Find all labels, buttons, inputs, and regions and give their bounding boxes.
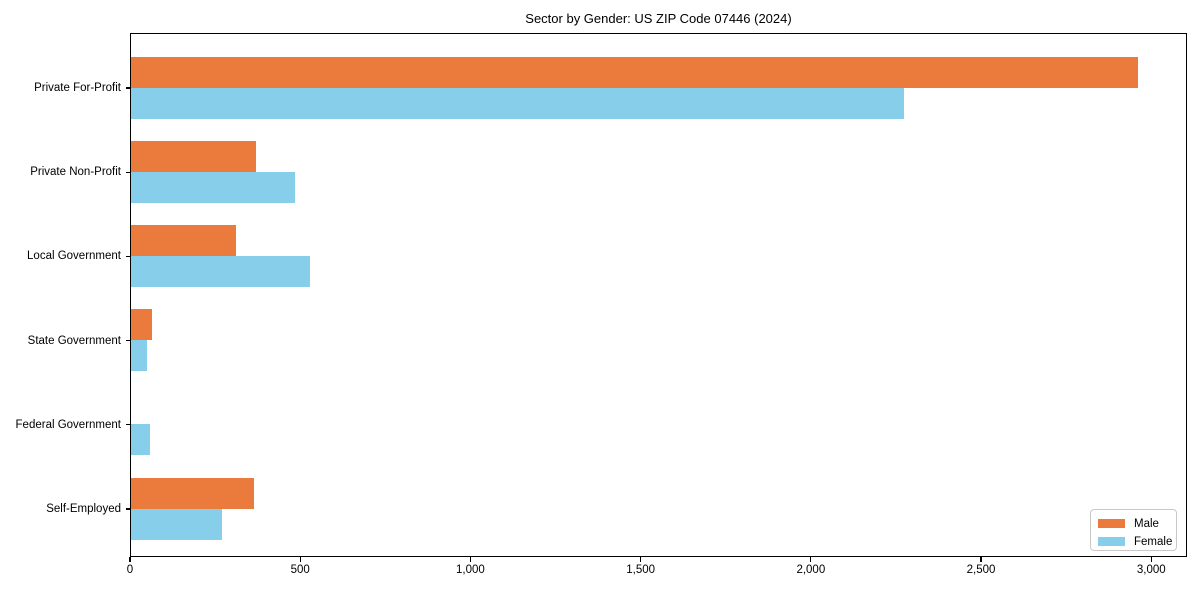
- bar-male-self-employed: [131, 477, 254, 509]
- bar-female-private-for-profit: [131, 87, 905, 119]
- x-tick-3-000: [1150, 557, 1152, 562]
- x-tick-2-000: [810, 557, 812, 562]
- x-axis-label-500: 500: [290, 564, 310, 576]
- x-tick-0: [129, 557, 131, 562]
- bar-male-private-non-profit: [131, 140, 257, 172]
- bar-female-private-non-profit: [131, 171, 296, 203]
- legend-swatch-female: [1098, 536, 1125, 547]
- y-tick-private-non-profit: [126, 171, 130, 173]
- legend-swatch-male: [1098, 518, 1125, 529]
- chart-title: Sector by Gender: US ZIP Code 07446 (202…: [525, 11, 792, 26]
- y-axis-label-local-government: Local Government: [27, 250, 121, 263]
- x-tick-2-500: [980, 557, 982, 562]
- bar-male-local-government: [131, 225, 237, 256]
- x-axis-label-2-500: 2,500: [966, 564, 996, 576]
- x-axis-label-2-000: 2,000: [796, 564, 826, 576]
- y-tick-state-government: [126, 340, 130, 342]
- y-tick-private-for-profit: [126, 87, 130, 89]
- y-tick-federal-government: [126, 424, 130, 426]
- x-tick-500: [299, 557, 301, 562]
- bar-female-local-government: [131, 256, 310, 287]
- x-axis-label-1-500: 1,500: [626, 564, 656, 576]
- y-axis-label-state-government: State Government: [27, 334, 121, 347]
- y-axis-label-private-for-profit: Private For-Profit: [34, 82, 121, 94]
- x-tick-1-000: [469, 557, 471, 562]
- legend-label-female: Female: [1134, 535, 1173, 548]
- legend: Male Female: [1090, 509, 1177, 551]
- bar-female-self-employed: [131, 508, 222, 540]
- y-axis-label-self-employed: Self-Employed: [46, 503, 121, 515]
- bar-female-federal-government: [131, 424, 150, 456]
- y-tick-local-government: [126, 255, 130, 257]
- x-axis-label-1-000: 1,000: [456, 564, 485, 576]
- bar-male-state-government: [131, 309, 152, 341]
- bar-male-private-for-profit: [131, 56, 1138, 88]
- x-axis-label-3-000: 3,000: [1136, 564, 1166, 576]
- legend-item-male: Male: [1098, 516, 1176, 531]
- x-axis-label-0: 0: [126, 564, 134, 576]
- plot-area: Male Female: [130, 33, 1187, 557]
- legend-label-male: Male: [1134, 517, 1159, 530]
- y-axis-label-federal-government: Federal Government: [15, 418, 121, 431]
- legend-item-female: Female: [1098, 534, 1176, 549]
- y-axis-label-private-non-profit: Private Non-Profit: [30, 166, 121, 179]
- bar-female-state-government: [131, 340, 147, 372]
- y-tick-self-employed: [126, 508, 130, 510]
- x-tick-1-500: [640, 557, 642, 562]
